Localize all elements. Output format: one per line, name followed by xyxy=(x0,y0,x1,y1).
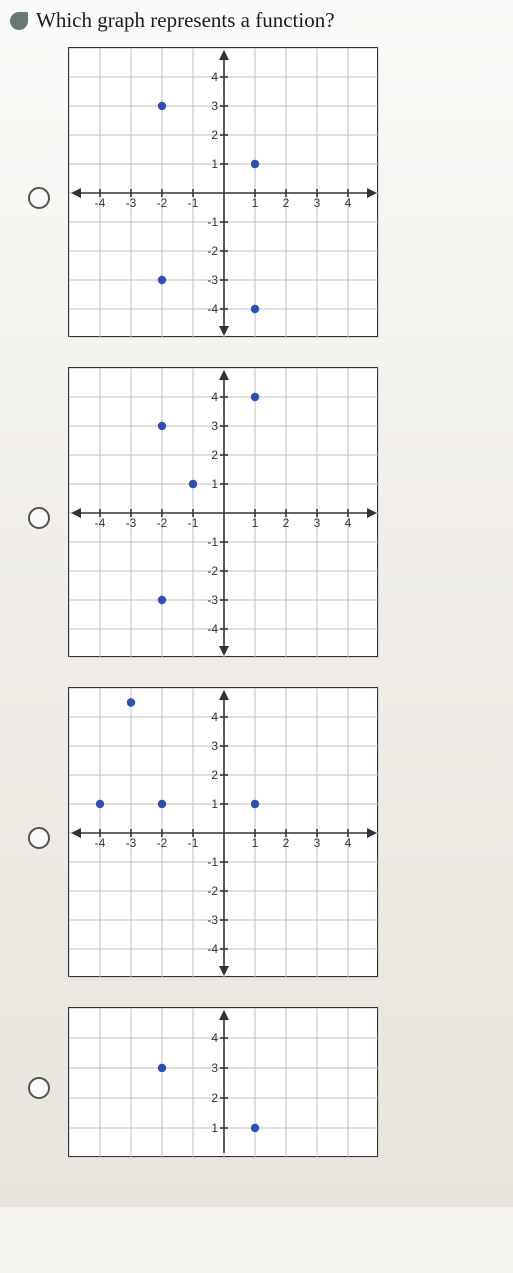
svg-text:-1: -1 xyxy=(207,215,218,229)
page: Which graph represents a function? -4-3-… xyxy=(0,0,513,1207)
svg-text:-1: -1 xyxy=(188,836,199,850)
svg-text:-3: -3 xyxy=(126,516,137,530)
svg-text:-1: -1 xyxy=(207,855,218,869)
svg-text:-3: -3 xyxy=(126,836,137,850)
svg-text:-4: -4 xyxy=(95,196,106,210)
svg-text:3: 3 xyxy=(211,739,218,753)
data-point xyxy=(158,276,166,284)
data-point xyxy=(158,102,166,110)
svg-text:-2: -2 xyxy=(207,884,218,898)
svg-text:2: 2 xyxy=(211,128,218,142)
svg-text:-3: -3 xyxy=(207,593,218,607)
svg-text:-4: -4 xyxy=(207,942,218,956)
svg-text:1: 1 xyxy=(211,477,218,491)
radio-B[interactable] xyxy=(28,507,50,529)
svg-text:1: 1 xyxy=(252,516,259,530)
svg-text:-3: -3 xyxy=(207,913,218,927)
svg-text:-2: -2 xyxy=(207,244,218,258)
choice-B[interactable]: -4 -3 -2 -1 1 2 3 4 -4 -3 -2 -1 1 2 3 4 xyxy=(10,367,503,669)
graph-D: 1 2 3 4 xyxy=(68,1007,378,1157)
question-bullet-icon xyxy=(10,12,28,30)
svg-text:3: 3 xyxy=(211,419,218,433)
svg-text:4: 4 xyxy=(345,836,352,850)
data-point xyxy=(158,800,166,808)
data-point xyxy=(158,596,166,604)
svg-text:-1: -1 xyxy=(188,516,199,530)
svg-text:1: 1 xyxy=(211,157,218,171)
svg-text:-1: -1 xyxy=(188,196,199,210)
svg-text:4: 4 xyxy=(211,70,218,84)
choice-A[interactable]: -4 -3 -2 -1 1 2 3 4 -4 -3 -2 -1 1 2 3 4 xyxy=(10,47,503,349)
data-point xyxy=(158,422,166,430)
choices-container: -4 -3 -2 -1 1 2 3 4 -4 -3 -2 -1 1 2 3 4 -4 -3 -2 -1 1 2 3 4 -4 -3… xyxy=(10,47,503,1169)
radio-D[interactable] xyxy=(28,1077,50,1099)
svg-text:-2: -2 xyxy=(207,564,218,578)
data-point xyxy=(251,800,259,808)
graph-B: -4 -3 -2 -1 1 2 3 4 -4 -3 -2 -1 1 2 3 4 xyxy=(68,367,378,657)
svg-text:3: 3 xyxy=(314,196,321,210)
data-point xyxy=(251,305,259,313)
svg-text:2: 2 xyxy=(283,516,290,530)
svg-text:-4: -4 xyxy=(207,622,218,636)
svg-text:-2: -2 xyxy=(157,196,168,210)
svg-text:2: 2 xyxy=(211,1091,218,1105)
choice-C[interactable]: -4 -3 -2 -1 1 2 3 4 -4 -3 -2 -1 1 2 3 4 xyxy=(10,687,503,989)
svg-text:-2: -2 xyxy=(157,516,168,530)
data-point xyxy=(251,393,259,401)
graph-C: -4 -3 -2 -1 1 2 3 4 -4 -3 -2 -1 1 2 3 4 xyxy=(68,687,378,977)
choice-D[interactable]: 1 2 3 4 xyxy=(10,1007,503,1169)
svg-text:2: 2 xyxy=(283,836,290,850)
svg-text:1: 1 xyxy=(211,1121,218,1135)
svg-text:-4: -4 xyxy=(95,836,106,850)
svg-text:1: 1 xyxy=(211,797,218,811)
svg-text:4: 4 xyxy=(211,1031,218,1045)
svg-text:2: 2 xyxy=(211,768,218,782)
data-point xyxy=(96,800,104,808)
svg-text:4: 4 xyxy=(211,390,218,404)
question-text: Which graph represents a function? xyxy=(36,8,335,33)
svg-text:4: 4 xyxy=(211,710,218,724)
graph-A: -4 -3 -2 -1 1 2 3 4 -4 -3 -2 -1 1 2 3 4 xyxy=(68,47,378,337)
svg-text:4: 4 xyxy=(345,516,352,530)
radio-C[interactable] xyxy=(28,827,50,849)
svg-text:2: 2 xyxy=(283,196,290,210)
svg-text:4: 4 xyxy=(345,196,352,210)
data-point xyxy=(158,1064,166,1072)
svg-text:1: 1 xyxy=(252,196,259,210)
svg-text:2: 2 xyxy=(211,448,218,462)
svg-text:3: 3 xyxy=(314,836,321,850)
svg-text:-1: -1 xyxy=(207,535,218,549)
svg-text:1: 1 xyxy=(252,836,259,850)
data-point xyxy=(251,160,259,168)
radio-A[interactable] xyxy=(28,187,50,209)
svg-text:-3: -3 xyxy=(207,273,218,287)
svg-text:-2: -2 xyxy=(157,836,168,850)
question-row: Which graph represents a function? xyxy=(10,8,503,33)
data-point xyxy=(127,698,135,706)
svg-text:-4: -4 xyxy=(95,516,106,530)
svg-text:-3: -3 xyxy=(126,196,137,210)
data-point xyxy=(251,1124,259,1132)
svg-text:3: 3 xyxy=(314,516,321,530)
data-point xyxy=(189,480,197,488)
svg-text:-4: -4 xyxy=(207,302,218,316)
svg-text:3: 3 xyxy=(211,99,218,113)
svg-text:3: 3 xyxy=(211,1061,218,1075)
